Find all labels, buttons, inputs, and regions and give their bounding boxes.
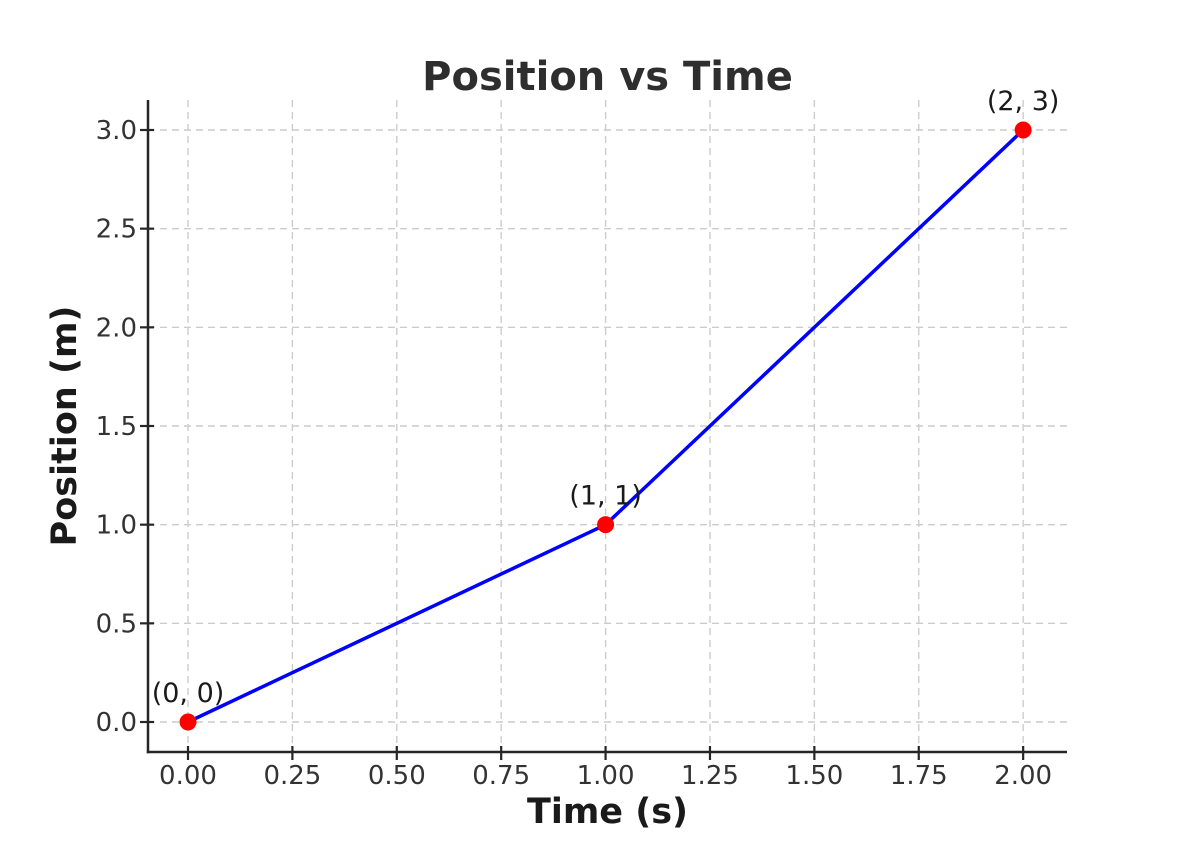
x-tick-label: 0.75	[472, 761, 530, 791]
y-tick-label: 3.0	[96, 116, 137, 146]
data-point	[597, 516, 615, 534]
x-tick-label: 2.00	[994, 761, 1052, 791]
y-tick-label: 0.0	[96, 708, 137, 738]
y-tick-label: 1.5	[96, 412, 137, 442]
x-axis-label: Time (s)	[527, 792, 688, 832]
x-tick-label: 0.50	[368, 761, 426, 791]
point-annotation: (0, 0)	[152, 678, 225, 709]
x-tick-label: 1.00	[577, 761, 635, 791]
point-annotation: (1, 1)	[569, 481, 642, 512]
point-annotation: (2, 3)	[987, 86, 1060, 117]
x-tick-label: 1.75	[890, 761, 948, 791]
y-tick-label: 0.5	[96, 609, 137, 639]
y-axis-label: Position (m)	[45, 306, 85, 547]
x-tick-label: 0.00	[159, 761, 217, 791]
x-tick-label: 1.50	[785, 761, 843, 791]
y-tick-label: 2.5	[96, 215, 137, 245]
y-tick-label: 1.0	[96, 511, 137, 541]
x-tick-label: 0.25	[263, 761, 321, 791]
chart-title: Position vs Time	[422, 54, 793, 100]
data-point	[1014, 121, 1032, 139]
y-tick-label: 2.0	[96, 313, 137, 343]
x-tick-label: 1.25	[681, 761, 739, 791]
data-point	[179, 713, 197, 731]
